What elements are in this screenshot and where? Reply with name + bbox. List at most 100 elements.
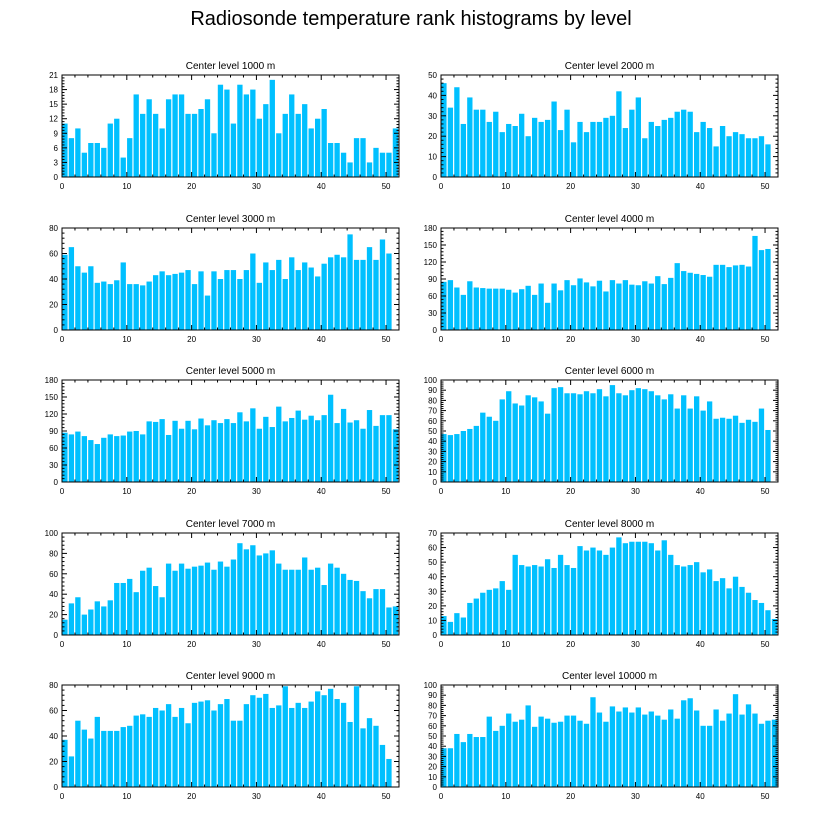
histogram-bar (120, 157, 126, 177)
histogram-bar (334, 567, 340, 635)
x-tick-label: 20 (566, 487, 575, 496)
histogram-bar (460, 742, 467, 787)
histogram-bar (544, 559, 551, 635)
histogram-bar (386, 152, 392, 177)
histogram-bar (609, 280, 616, 330)
y-tick-label: 90 (49, 427, 58, 436)
x-tick-label: 40 (696, 640, 705, 649)
histogram-bar (493, 588, 499, 635)
histogram-bar (694, 710, 700, 787)
histogram-bar (538, 283, 544, 330)
histogram-bar (198, 418, 204, 482)
histogram-bar (379, 744, 386, 787)
histogram-bar (480, 592, 486, 635)
histogram-bar (101, 281, 107, 330)
histogram-bar (204, 562, 211, 635)
histogram-bar (447, 621, 454, 635)
histogram-bar (198, 271, 204, 330)
histogram-bar (140, 714, 146, 787)
histogram-bar (616, 393, 622, 482)
histogram-bar (165, 563, 172, 635)
histogram-bar (681, 271, 687, 330)
histogram-bar (629, 284, 635, 330)
histogram-bar (622, 395, 629, 482)
y-tick-label: 50 (428, 732, 437, 741)
histogram-bar (648, 121, 654, 177)
y-tick-label: 150 (424, 241, 438, 250)
histogram-bar (127, 284, 133, 330)
x-tick-label: 20 (187, 335, 196, 344)
histogram-bar (590, 697, 596, 787)
histogram-bar (499, 132, 505, 177)
histogram-bar (661, 399, 667, 482)
histogram-bar (308, 415, 314, 482)
histogram-bar (642, 389, 648, 482)
histogram-bar (467, 281, 473, 330)
histogram-bar (204, 425, 211, 482)
histogram-bar (127, 138, 133, 177)
histogram-bar (94, 716, 100, 788)
histogram-bar (538, 401, 544, 482)
x-tick-label: 40 (696, 182, 705, 191)
histogram-bar (146, 99, 152, 177)
histogram-bar (366, 410, 373, 482)
histogram-bar (655, 126, 661, 177)
histogram-bar (230, 123, 237, 177)
histogram-bar (107, 284, 113, 330)
x-tick-label: 0 (60, 182, 65, 191)
histogram-bar (570, 142, 577, 177)
histogram-bar (295, 410, 301, 482)
histogram-bar (441, 748, 447, 787)
histogram-bar (178, 563, 185, 635)
y-tick-label: 3 (54, 158, 59, 167)
histogram-bar (185, 723, 191, 787)
histogram-bar (315, 118, 321, 177)
histogram-bar (499, 288, 505, 330)
y-tick-label: 0 (54, 631, 59, 640)
histogram-bar (706, 725, 713, 787)
panel-8: Center level 8000 m 0 10 20 30 40 50 0 10 20 30 40 5… (428, 519, 779, 649)
histogram-bar (765, 610, 771, 635)
histogram-bar (687, 698, 693, 787)
y-tick-label: 40 (49, 590, 58, 599)
histogram-bar (732, 132, 739, 177)
y-tick-label: 40 (428, 742, 437, 751)
histogram-bar (616, 283, 622, 330)
histogram-bar (570, 393, 577, 482)
histogram-bar (681, 700, 687, 787)
histogram-bar (531, 117, 538, 177)
histogram-bar (480, 737, 486, 787)
histogram-bar (159, 597, 165, 635)
histogram-bar (315, 567, 321, 635)
histogram-bar (146, 567, 152, 635)
histogram-bar (211, 569, 217, 635)
histogram-bar (276, 563, 282, 635)
histogram-bar (758, 723, 765, 787)
histogram-bar (752, 600, 758, 635)
histogram-bar (366, 598, 373, 635)
histogram-bar (211, 420, 217, 482)
histogram-bar (250, 695, 256, 787)
y-tick-label: 18 (49, 86, 58, 95)
histogram-bar (745, 704, 752, 787)
histogram-bar (531, 397, 538, 482)
histogram-bar (713, 146, 719, 177)
histogram-bar (765, 248, 771, 330)
x-tick-label: 0 (439, 640, 444, 649)
histogram-bar (282, 421, 288, 482)
histogram-bar (564, 109, 570, 177)
x-tick-label: 30 (252, 792, 261, 801)
histogram-bar (752, 713, 758, 787)
histogram-bar (107, 600, 113, 635)
y-tick-label: 30 (428, 587, 437, 596)
histogram-bar (178, 272, 185, 331)
histogram-bar (217, 423, 224, 482)
histogram-bar (687, 408, 693, 482)
y-tick-label: 20 (428, 763, 437, 772)
histogram-bar (217, 704, 224, 788)
histogram-bar (694, 273, 700, 330)
y-tick-label: 60 (428, 722, 437, 731)
histogram-bar (499, 399, 505, 482)
histogram-bar (681, 395, 687, 482)
histogram-bar (668, 117, 674, 177)
